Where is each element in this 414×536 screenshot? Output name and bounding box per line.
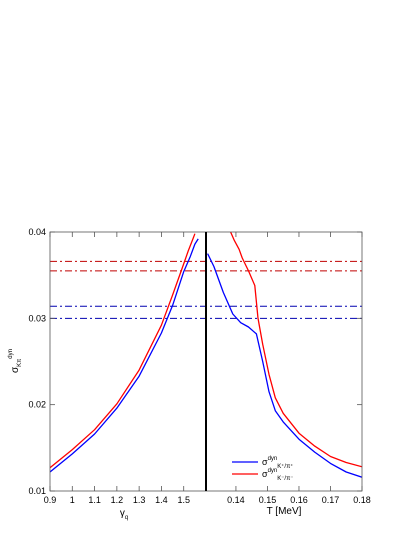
y-tick-label: 0.02: [28, 400, 46, 410]
x-right-tick-label: 0.18: [353, 495, 371, 505]
y-tick-label: 0.01: [28, 486, 46, 496]
x-axis-right: 0.14 0.15 0.16 0.17 0.18: [227, 232, 371, 505]
legend: σdynK⁺/π⁺σdynK⁻/π⁻: [232, 456, 293, 482]
legend-label-2: σdynK⁻/π⁻: [262, 468, 293, 482]
x-left-tick-label: 1.1: [88, 495, 101, 505]
x-axis-label-right: T [MeV]: [267, 506, 302, 517]
x-right-tick-label: 0.17: [322, 495, 340, 505]
x-left-tick-label: 1.4: [155, 495, 168, 505]
y-tick-label: 0.04: [28, 227, 46, 237]
left-series-line-1: [50, 238, 199, 473]
x-left-tick-label: 0.9: [44, 495, 57, 505]
curves: [50, 232, 362, 478]
y-axis-label-sub: Kπ: [17, 359, 23, 367]
x-left-tick-label: 1.2: [111, 495, 124, 505]
x-left-tick-label: 1: [70, 495, 75, 505]
right-series-line-1: [207, 253, 362, 478]
right-series-line-2: [230, 232, 362, 468]
x-right-tick-label: 0.16: [290, 495, 308, 505]
legend-label-1: σdynK⁺/π⁺: [262, 456, 293, 470]
x-right-tick-label: 0.14: [227, 495, 245, 505]
x-axis-label-left-sub: q: [125, 515, 128, 521]
x-axis-left: 0.9 1 1.1 1.2 1.3 1.4 1.5: [44, 232, 190, 505]
y-axis-label: σKπdyn: [8, 349, 23, 373]
x-left-tick-label: 1.5: [177, 495, 190, 505]
x-left-tick-label: 1.3: [133, 495, 146, 505]
y-tick-label: 0.03: [28, 313, 46, 323]
left-series-line-2: [50, 233, 196, 469]
y-axis: 0.01 0.02 0.03 0.04: [28, 227, 362, 496]
y-axis-label-main: σ: [10, 366, 21, 373]
y-axis-label-sup: dyn: [8, 349, 14, 359]
x-right-tick-label: 0.15: [259, 495, 277, 505]
x-axis-label-left: γq: [120, 508, 128, 521]
x-axis-label-left-main: γ: [120, 508, 125, 519]
